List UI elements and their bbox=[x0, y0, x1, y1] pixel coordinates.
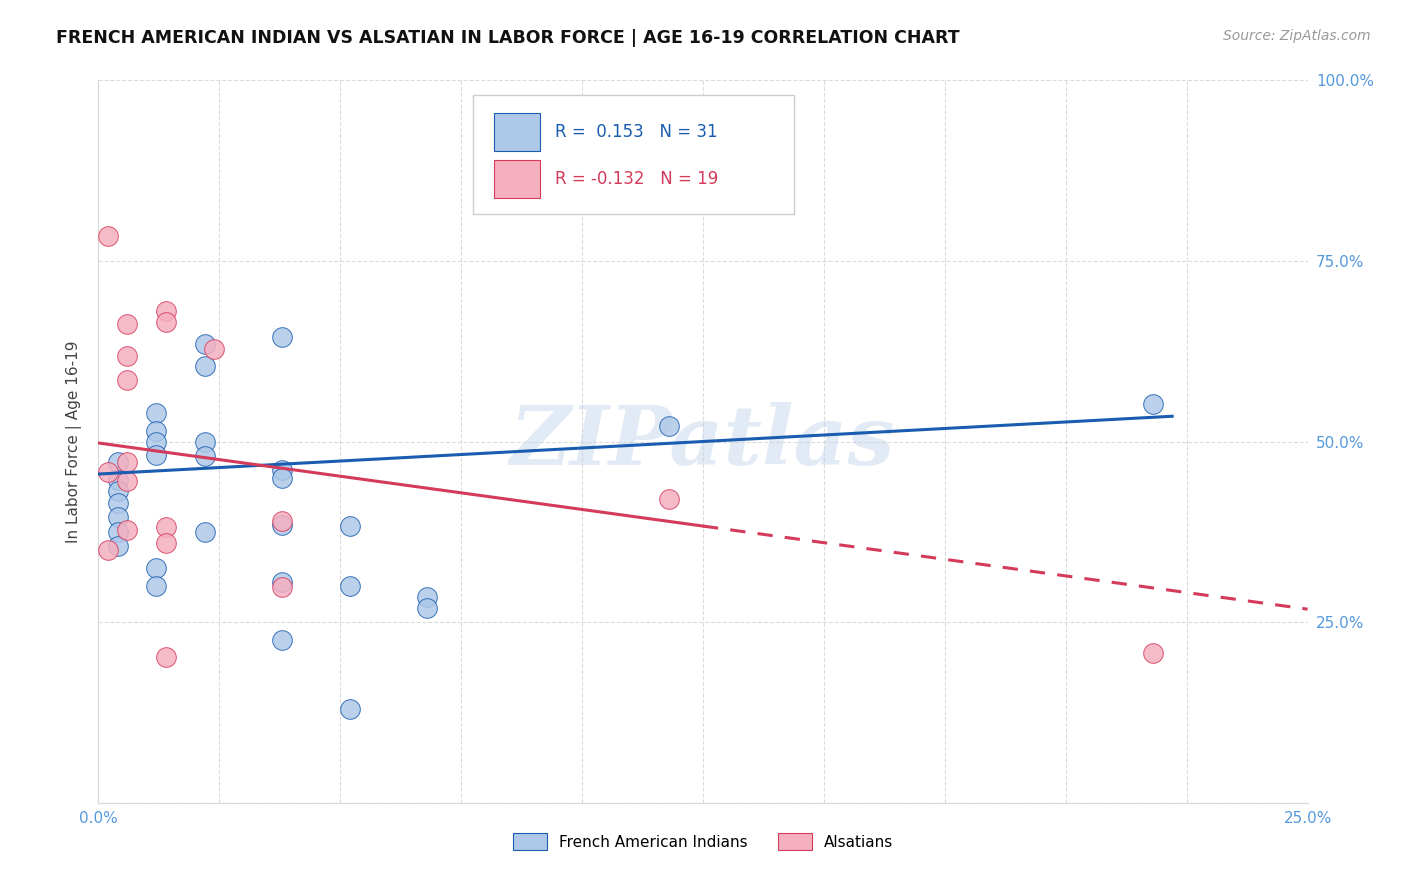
Point bbox=[271, 517, 294, 532]
Point bbox=[271, 581, 294, 595]
Point bbox=[271, 633, 294, 648]
Legend: French American Indians, Alsatians: French American Indians, Alsatians bbox=[506, 827, 900, 856]
Point bbox=[271, 463, 294, 477]
Point bbox=[271, 470, 294, 484]
Point bbox=[117, 475, 139, 489]
Point bbox=[97, 465, 120, 479]
Point bbox=[194, 449, 217, 463]
Point bbox=[145, 448, 167, 462]
Point bbox=[107, 524, 129, 539]
Point bbox=[107, 483, 129, 498]
FancyBboxPatch shape bbox=[494, 113, 540, 151]
FancyBboxPatch shape bbox=[494, 161, 540, 198]
Point bbox=[117, 373, 139, 387]
Point bbox=[339, 702, 361, 716]
Point bbox=[107, 473, 129, 487]
Point bbox=[416, 600, 439, 615]
Point bbox=[416, 590, 439, 604]
Point bbox=[271, 514, 294, 528]
Point bbox=[117, 349, 139, 363]
Y-axis label: In Labor Force | Age 16-19: In Labor Force | Age 16-19 bbox=[66, 340, 82, 543]
Point bbox=[155, 304, 177, 318]
Point bbox=[271, 575, 294, 590]
Point bbox=[155, 315, 177, 329]
Point bbox=[145, 579, 167, 593]
Point bbox=[204, 342, 226, 356]
Point bbox=[155, 535, 177, 549]
Text: ZIPatlas: ZIPatlas bbox=[510, 401, 896, 482]
Point bbox=[107, 455, 129, 469]
Point bbox=[658, 418, 681, 433]
Text: Source: ZipAtlas.com: Source: ZipAtlas.com bbox=[1223, 29, 1371, 43]
Point bbox=[145, 424, 167, 438]
Text: FRENCH AMERICAN INDIAN VS ALSATIAN IN LABOR FORCE | AGE 16-19 CORRELATION CHART: FRENCH AMERICAN INDIAN VS ALSATIAN IN LA… bbox=[56, 29, 960, 46]
Point bbox=[271, 330, 294, 344]
Point bbox=[145, 406, 167, 420]
Text: R = -0.132   N = 19: R = -0.132 N = 19 bbox=[555, 170, 718, 188]
Point bbox=[107, 539, 129, 553]
Point bbox=[97, 228, 120, 243]
Point bbox=[145, 434, 167, 449]
Point bbox=[107, 510, 129, 524]
Point bbox=[1142, 646, 1164, 660]
Point bbox=[194, 434, 217, 449]
Text: R =  0.153   N = 31: R = 0.153 N = 31 bbox=[555, 123, 718, 141]
Point bbox=[1142, 397, 1164, 411]
Point bbox=[117, 455, 139, 469]
Point bbox=[194, 337, 217, 351]
Point bbox=[194, 359, 217, 373]
Point bbox=[194, 524, 217, 539]
Point bbox=[107, 496, 129, 510]
Point bbox=[155, 649, 177, 664]
Point bbox=[97, 542, 120, 557]
Point bbox=[658, 492, 681, 507]
Point bbox=[117, 318, 139, 332]
Point bbox=[155, 520, 177, 534]
Point bbox=[117, 523, 139, 537]
Point bbox=[339, 579, 361, 593]
FancyBboxPatch shape bbox=[474, 95, 793, 214]
Point bbox=[339, 519, 361, 533]
Point bbox=[145, 561, 167, 575]
